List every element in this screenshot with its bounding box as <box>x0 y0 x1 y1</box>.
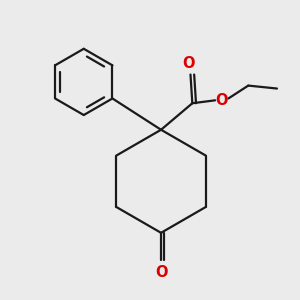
Text: O: O <box>182 56 195 71</box>
Text: O: O <box>155 265 168 280</box>
Text: O: O <box>215 93 228 108</box>
